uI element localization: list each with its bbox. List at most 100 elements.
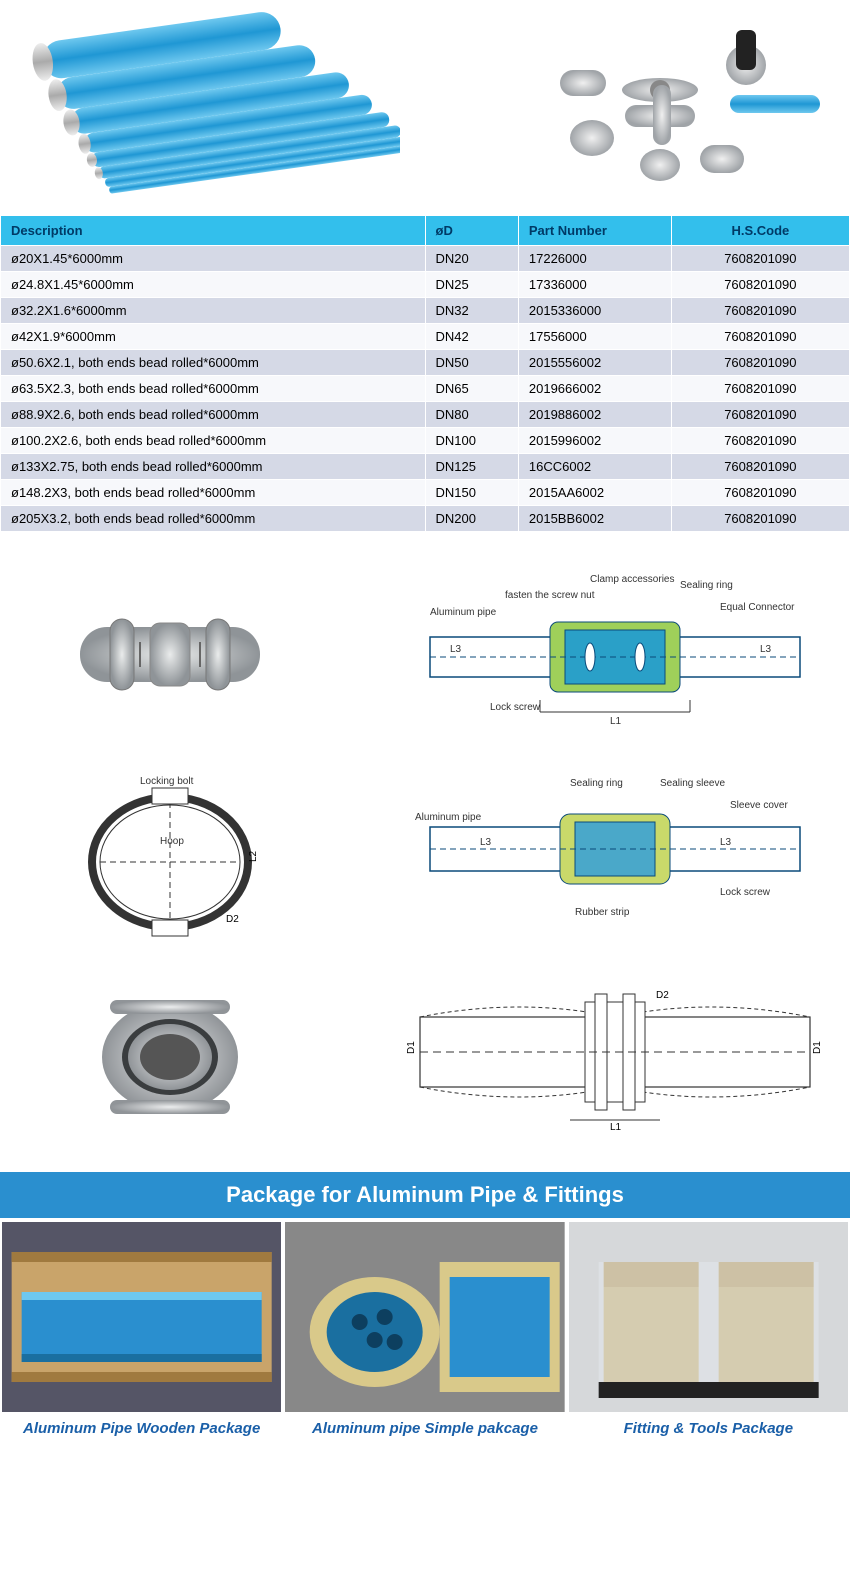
diagram-row-3: L1 D1 D1 D2 [20, 972, 830, 1132]
table-cell: 7608201090 [671, 454, 849, 480]
table-row: ø32.2X1.6*6000mmDN3220153360007608201090 [1, 298, 850, 324]
table-cell: ø133X2.75, both ends bead rolled*6000mm [1, 454, 426, 480]
section-title-package: Package for Aluminum Pipe & Fittings [0, 1172, 850, 1218]
diagram-hoop: L2 D2 Locking bolt Hoop [20, 772, 320, 932]
package-fitting-caption: Fitting & Tools Package [569, 1412, 848, 1445]
svg-text:D1: D1 [812, 1041, 823, 1054]
table-cell: ø205X3.2, both ends bead rolled*6000mm [1, 506, 426, 532]
table-cell: ø24.8X1.45*6000mm [1, 272, 426, 298]
diagram-equal-connector: L1 L3 L3 Clamp accessories fasten the sc… [400, 572, 830, 732]
lbl-locking-bolt: Locking bolt [140, 776, 193, 787]
table-row: ø50.6X2.1, both ends bead rolled*6000mmD… [1, 350, 850, 376]
table-row: ø133X2.75, both ends bead rolled*6000mmD… [1, 454, 850, 480]
package-wooden: Aluminum Pipe Wooden Package [2, 1222, 281, 1445]
package-simple-image [285, 1222, 564, 1412]
svg-text:L3: L3 [760, 644, 772, 655]
svg-text:L2: L2 [248, 850, 259, 862]
table-cell: DN25 [425, 272, 518, 298]
table-cell: DN150 [425, 480, 518, 506]
lbl-clamp-acc: Clamp accessories [590, 574, 674, 585]
package-wooden-caption: Aluminum Pipe Wooden Package [2, 1412, 281, 1445]
diagram-row-2: L2 D2 Locking bolt Hoop L3 L3 Aluminum p… [20, 772, 830, 932]
table-cell: 7608201090 [671, 480, 849, 506]
diagram-clamp-side: L1 D1 D1 D2 [400, 972, 830, 1132]
diagram-sleeve: L3 L3 Aluminum pipe Sealing ring Sealing… [400, 772, 830, 932]
table-cell: 7608201090 [671, 350, 849, 376]
table-cell: DN42 [425, 324, 518, 350]
table-row: ø20X1.45*6000mmDN20172260007608201090 [1, 246, 850, 272]
svg-text:L3: L3 [480, 837, 492, 848]
package-fitting-image [569, 1222, 848, 1412]
table-cell: 7608201090 [671, 506, 849, 532]
svg-text:L1: L1 [610, 716, 622, 727]
svg-text:D2: D2 [226, 914, 239, 925]
table-cell: ø50.6X2.1, both ends bead rolled*6000mm [1, 350, 426, 376]
table-row: ø63.5X2.3, both ends bead rolled*6000mmD… [1, 376, 850, 402]
photo-clamp [20, 972, 320, 1132]
table-cell: DN200 [425, 506, 518, 532]
table-cell: 17226000 [518, 246, 671, 272]
table-row: ø42X1.9*6000mmDN42175560007608201090 [1, 324, 850, 350]
table-cell: ø88.9X2.6, both ends bead rolled*6000mm [1, 402, 426, 428]
table-cell: DN65 [425, 376, 518, 402]
photo-coupling [20, 572, 320, 732]
lbl-al-pipe: Aluminum pipe [430, 607, 496, 618]
th-partnumber: Part Number [518, 216, 671, 246]
lbl-seal-ring2: Sealing ring [570, 778, 623, 789]
lbl-rubber: Rubber strip [575, 907, 629, 918]
diagram-section: L1 L3 L3 Clamp accessories fasten the sc… [0, 532, 850, 1172]
table-cell: 7608201090 [671, 402, 849, 428]
table-cell: ø42X1.9*6000mm [1, 324, 426, 350]
table-cell: 16CC6002 [518, 454, 671, 480]
svg-text:L3: L3 [450, 644, 462, 655]
table-cell: 7608201090 [671, 324, 849, 350]
table-cell: ø20X1.45*6000mm [1, 246, 426, 272]
lbl-seal-sleeve: Sealing sleeve [660, 778, 725, 789]
table-row: ø88.9X2.6, both ends bead rolled*6000mmD… [1, 402, 850, 428]
table-cell: DN32 [425, 298, 518, 324]
table-cell: ø148.2X3, both ends bead rolled*6000mm [1, 480, 426, 506]
table-cell: 7608201090 [671, 428, 849, 454]
lbl-equal-conn: Equal Connector [720, 602, 795, 613]
lbl-sealing-ring: Sealing ring [680, 580, 733, 591]
lbl-sleeve-cover: Sleeve cover [730, 800, 788, 811]
svg-text:D2: D2 [656, 990, 669, 1001]
lbl-lock-screw: Lock screw [490, 702, 540, 713]
lbl-fasten: fasten the screw nut [505, 590, 595, 601]
table-cell: ø32.2X1.6*6000mm [1, 298, 426, 324]
table-cell: DN20 [425, 246, 518, 272]
svg-text:L3: L3 [720, 837, 732, 848]
table-cell: 7608201090 [671, 376, 849, 402]
table-cell: 2015BB6002 [518, 506, 671, 532]
table-cell: 2015AA6002 [518, 480, 671, 506]
table-cell: ø100.2X2.6, both ends bead rolled*6000mm [1, 428, 426, 454]
table-cell: 2015556002 [518, 350, 671, 376]
table-cell: 17556000 [518, 324, 671, 350]
package-simple: Aluminum pipe Simple pakcage [285, 1222, 564, 1445]
svg-text:L1: L1 [610, 1122, 622, 1132]
table-cell: DN80 [425, 402, 518, 428]
package-fitting: Fitting & Tools Package [569, 1222, 848, 1445]
image-fittings [530, 10, 830, 195]
th-diameter: øD [425, 216, 518, 246]
svg-text:D1: D1 [406, 1041, 417, 1054]
packages-row: Aluminum Pipe Wooden Package Aluminum pi… [0, 1222, 850, 1445]
spec-table: Description øD Part Number H.S.Code ø20X… [0, 215, 850, 532]
table-cell: 2019666002 [518, 376, 671, 402]
table-row: ø148.2X3, both ends bead rolled*6000mmDN… [1, 480, 850, 506]
table-cell: DN100 [425, 428, 518, 454]
table-cell: 2015996002 [518, 428, 671, 454]
table-cell: 2015336000 [518, 298, 671, 324]
lbl-lock-screw2: Lock screw [720, 887, 770, 898]
table-row: ø205X3.2, both ends bead rolled*6000mmDN… [1, 506, 850, 532]
table-cell: 7608201090 [671, 298, 849, 324]
table-cell: DN50 [425, 350, 518, 376]
table-cell: ø63.5X2.3, both ends bead rolled*6000mm [1, 376, 426, 402]
image-blue-pipes [20, 10, 400, 195]
table-cell: 2019886002 [518, 402, 671, 428]
table-cell: DN125 [425, 454, 518, 480]
lbl-al-pipe2: Aluminum pipe [415, 812, 481, 823]
lbl-hoop: Hoop [160, 836, 184, 847]
package-simple-caption: Aluminum pipe Simple pakcage [285, 1412, 564, 1445]
table-cell: 7608201090 [671, 272, 849, 298]
